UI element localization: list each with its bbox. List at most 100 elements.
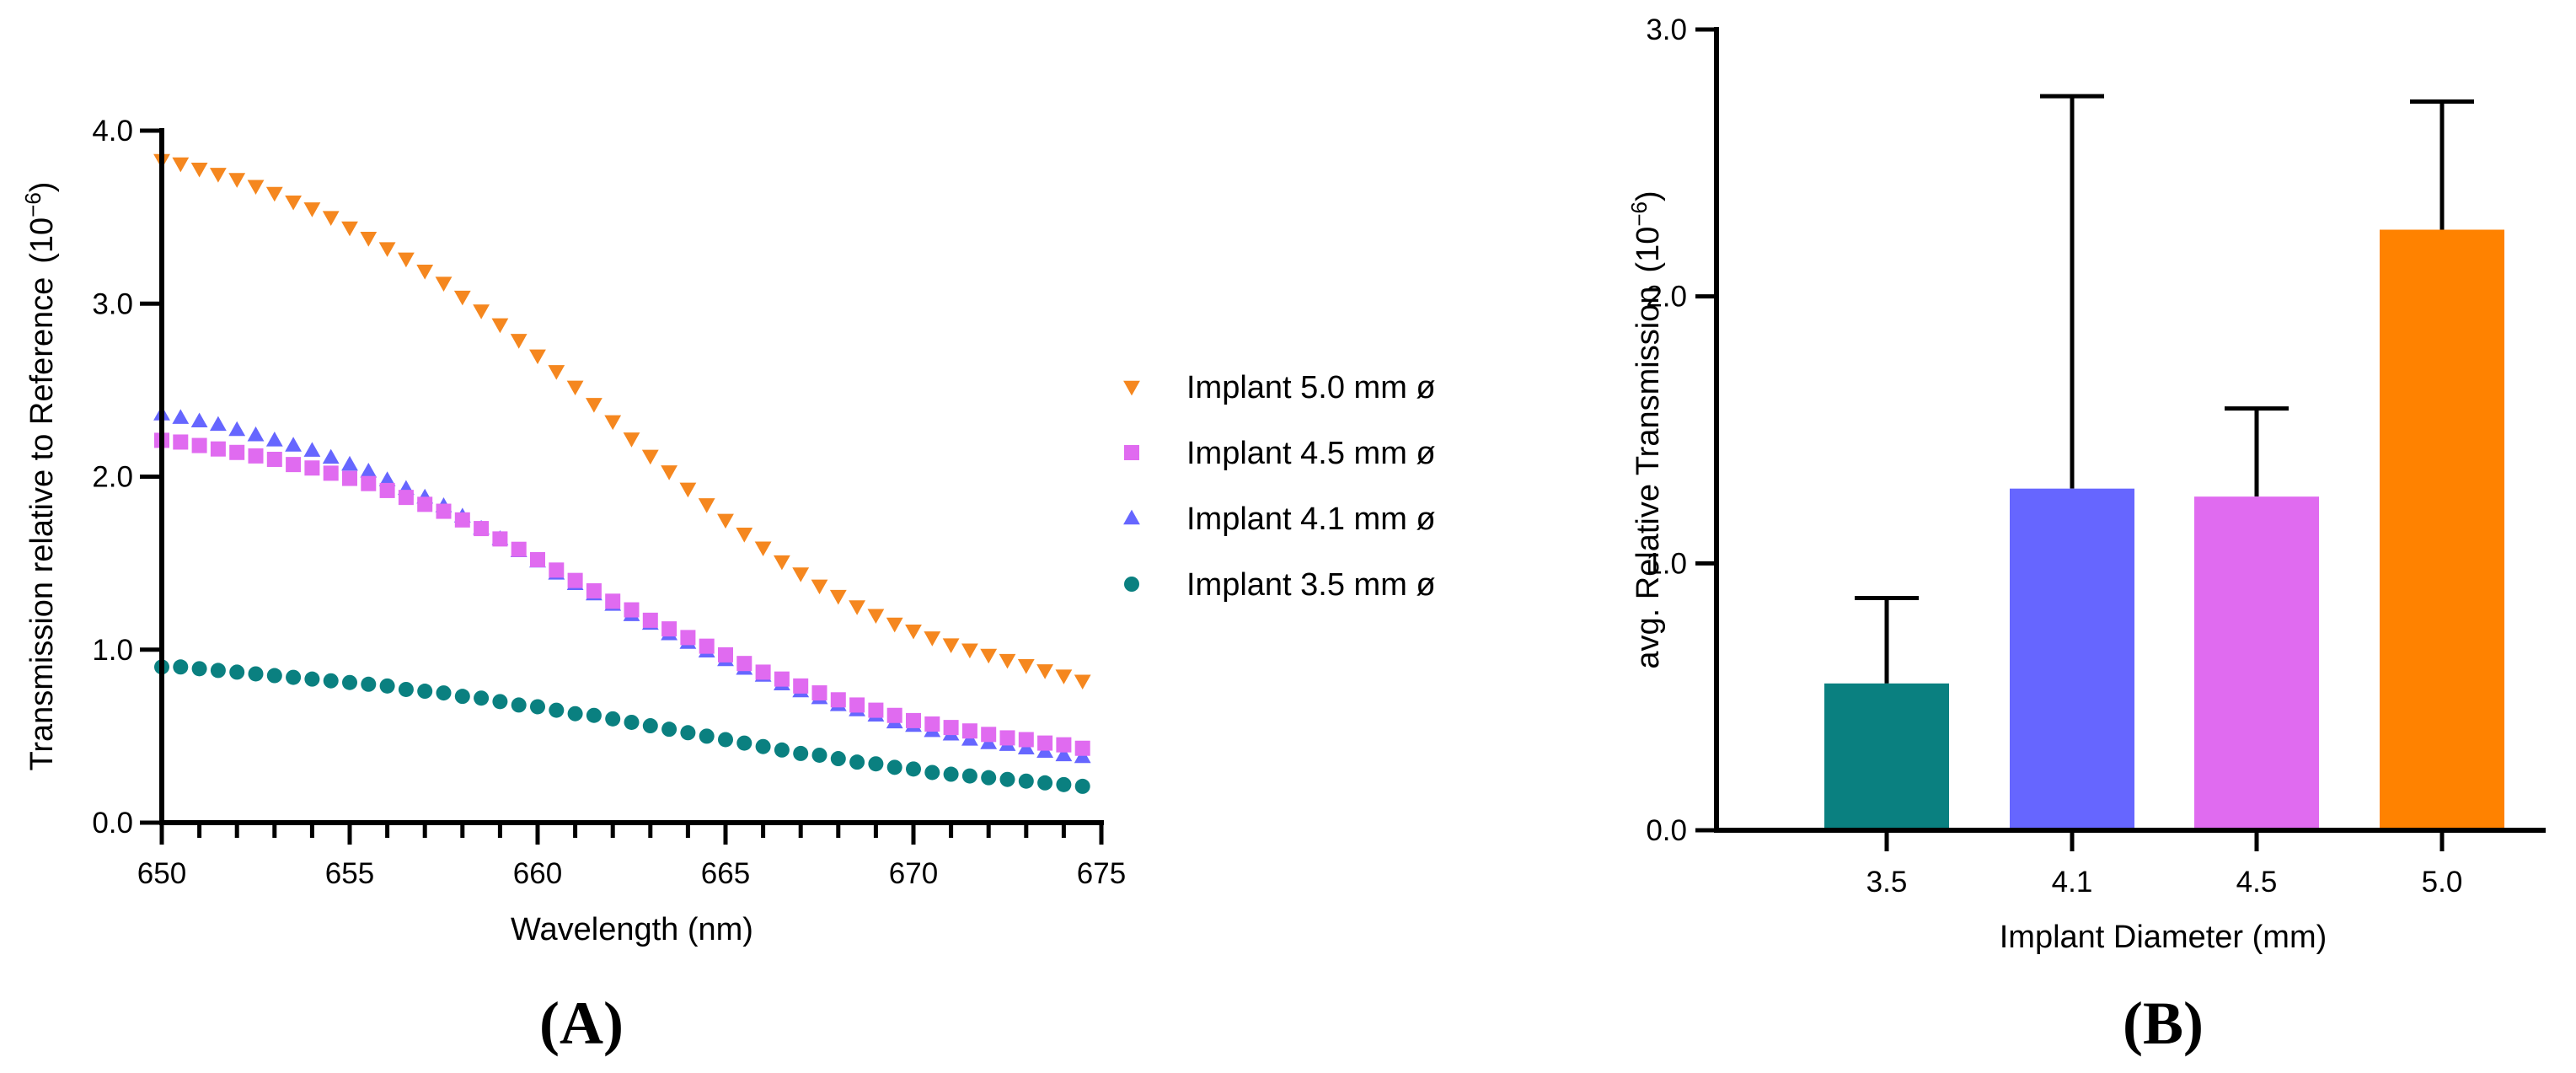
data-point (566, 380, 584, 396)
data-point (999, 771, 1015, 787)
data-point (510, 334, 528, 349)
legend-marker (1124, 445, 1139, 460)
data-point (191, 661, 207, 677)
data-point (943, 720, 959, 736)
data-point (718, 732, 733, 748)
data-point (642, 612, 658, 628)
panel-label-a: (A) (539, 990, 624, 1057)
x-tick-label: 3.5 (1866, 866, 1908, 899)
data-point (642, 718, 658, 734)
data-point (1055, 669, 1073, 684)
data-point (924, 765, 940, 781)
chart-a: 650 655 660 665 670 675 0.0 1.0 2.0 3.0 4.0 Wavel… (20, 115, 1436, 1057)
data-point (172, 409, 190, 424)
data-point (906, 712, 921, 728)
data-point (342, 674, 357, 690)
data-point (867, 609, 885, 625)
legend-label: Implant 4.1 mm ø (1186, 502, 1436, 537)
data-point (266, 451, 282, 467)
data-point (698, 498, 715, 513)
data-point (886, 707, 902, 723)
chart-b-y-label: avg. Relative Transmission(10−6) (1626, 190, 1666, 668)
data-point (304, 460, 320, 476)
data-point (248, 666, 264, 682)
data-point (248, 448, 264, 464)
x-tick-label: 5.0 (2422, 866, 2463, 899)
chart-b-bars (1824, 94, 2504, 830)
data-point (416, 265, 434, 280)
data-point (529, 349, 546, 365)
data-point (361, 475, 377, 491)
data-point (191, 437, 207, 453)
data-point (699, 728, 715, 744)
data-point (398, 681, 414, 697)
data-point (811, 747, 827, 763)
series-square (154, 432, 1090, 756)
data-point (886, 617, 903, 633)
data-point (453, 290, 471, 306)
data-point (398, 252, 415, 268)
data-point (303, 202, 321, 217)
data-point (604, 415, 622, 431)
data-point (379, 482, 395, 498)
data-point (680, 630, 696, 646)
data-point (341, 455, 358, 471)
data-point (829, 589, 847, 605)
data-point (961, 643, 978, 659)
data-point (605, 711, 621, 727)
data-point (981, 727, 997, 743)
legend-label: Implant 5.0 mm ø (1186, 370, 1436, 405)
data-point (661, 621, 677, 637)
chart-a-y-ticks: 0.0 1.0 2.0 3.0 4.0 (92, 115, 162, 840)
data-point (492, 694, 508, 710)
data-point (755, 664, 771, 680)
y-tick-label: 3.0 (1646, 13, 1687, 46)
data-point (961, 768, 977, 784)
chart-a-x-label: Wavelength (nm) (511, 912, 753, 947)
data-point (454, 689, 470, 705)
y-tick-label: 1.0 (92, 634, 133, 667)
data-point (491, 318, 509, 334)
data-point (774, 671, 790, 687)
chart-a-x-ticks: 650 655 660 665 670 675 (137, 823, 1126, 890)
data-point (228, 173, 246, 188)
data-point (379, 678, 395, 694)
data-point (943, 766, 959, 782)
data-point (586, 398, 602, 413)
bar (1824, 683, 1949, 830)
data-point (173, 434, 189, 450)
data-point (360, 232, 378, 247)
y-tick-label: 2.0 (92, 461, 133, 494)
data-point (417, 684, 433, 700)
data-point (624, 602, 640, 618)
data-point (679, 482, 697, 498)
data-point (905, 624, 922, 640)
data-point (1074, 740, 1090, 756)
x-tick-label: 4.1 (2052, 866, 2093, 899)
data-point (173, 659, 189, 675)
data-point (266, 668, 282, 684)
x-tick-label: 650 (137, 857, 186, 890)
data-point (378, 471, 396, 486)
x-tick-label: 670 (889, 857, 938, 890)
data-point (811, 579, 828, 595)
data-point (924, 631, 941, 646)
data-point (360, 462, 378, 478)
data-point (1036, 664, 1053, 679)
data-point (567, 572, 583, 588)
chart-a-points (153, 153, 1091, 794)
data-point (999, 730, 1015, 746)
data-point (624, 714, 640, 730)
y-tick-label: 2.0 (1646, 281, 1687, 314)
data-point (436, 685, 452, 701)
data-point (980, 648, 998, 664)
data-point (736, 656, 752, 672)
data-point (228, 421, 246, 437)
data-point (1074, 674, 1091, 690)
data-point (999, 653, 1016, 669)
data-point (792, 567, 810, 582)
data-point (1074, 778, 1090, 794)
data-point (210, 168, 227, 183)
data-point (378, 242, 396, 257)
